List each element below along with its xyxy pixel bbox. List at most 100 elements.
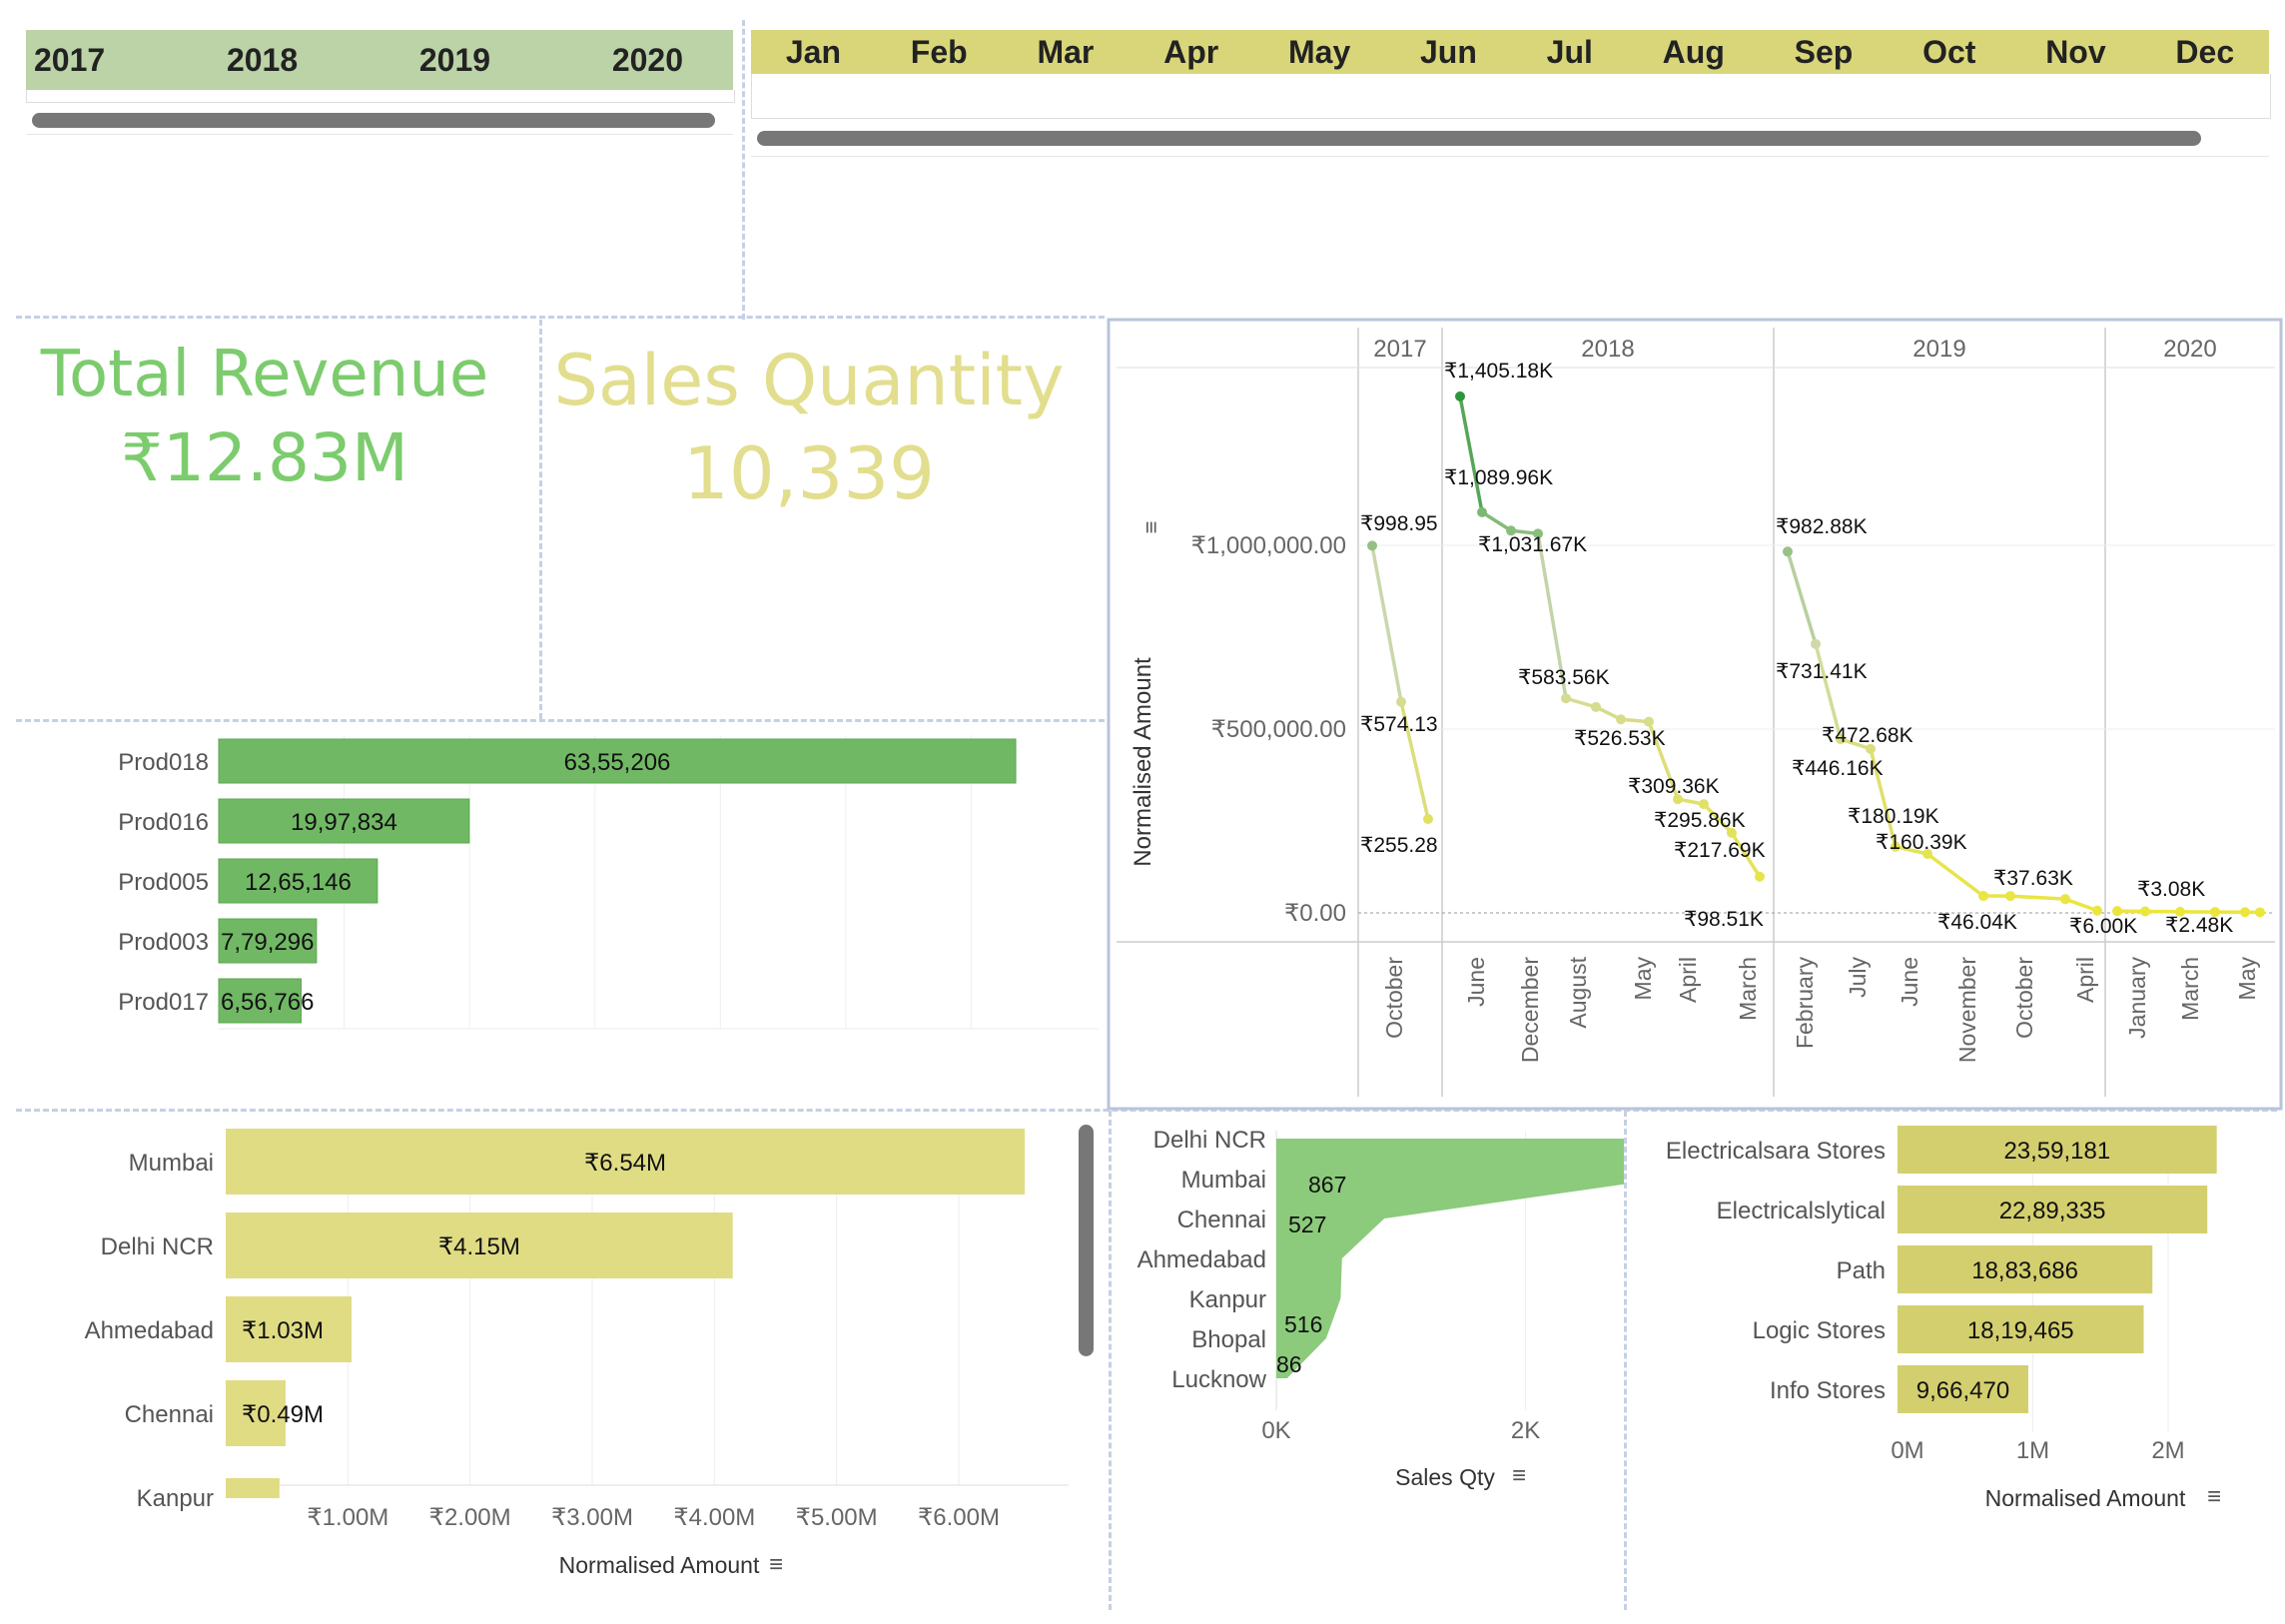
line-x-tick: May: [2234, 957, 2260, 1001]
divider-upper: [16, 316, 1105, 319]
month-option-jun[interactable]: Jun: [1420, 33, 1477, 70]
line-data-label: ₹46.04K: [1937, 911, 2017, 934]
line-point: [1727, 827, 1737, 838]
line-point: [1455, 391, 1465, 402]
divider-top: [742, 20, 745, 320]
divider-bottom-1: [1109, 1111, 1112, 1610]
product-bar: [218, 738, 1017, 784]
month-filter[interactable]: Jan Feb Mar Apr May Jun Jul Aug Sep Oct Nov Dec: [751, 30, 2269, 74]
year-option-2019[interactable]: 2019: [418, 41, 491, 78]
month-option-jul[interactable]: Jul: [1546, 33, 1593, 70]
line-year-header: 2017: [1373, 336, 1426, 363]
month-option-nov[interactable]: Nov: [2045, 33, 2106, 70]
cust-bar: [1898, 1186, 2208, 1233]
year-filter[interactable]: 2017 2018 2019 2020: [26, 30, 733, 90]
line-x-tick: January: [2124, 957, 2150, 1039]
month-option-oct[interactable]: Oct: [1922, 33, 1976, 70]
line-data-label: ₹295.86K: [1654, 809, 1746, 832]
year-filter-scrollbar[interactable]: [32, 113, 715, 128]
line-data-label: ₹1,405.18K: [1444, 360, 1553, 383]
qty-category-label: Bhopal: [1191, 1326, 1266, 1353]
qty-x-axis-title: Sales Qty: [1395, 1464, 1495, 1490]
city-x-tick: ₹2.00M: [429, 1504, 511, 1531]
line-series-segment: [1565, 696, 1597, 709]
line-data-label: ₹731.41K: [1776, 660, 1868, 683]
city-x-tick: ₹4.00M: [673, 1504, 755, 1531]
year-filter-baseline: [26, 134, 733, 135]
product-value-label: 63,55,206: [564, 749, 671, 776]
month-option-feb[interactable]: Feb: [910, 33, 968, 70]
city-value-label: ₹0.49M: [242, 1401, 324, 1428]
city-bar: [226, 1380, 286, 1446]
product-value-label: 19,97,834: [291, 809, 397, 836]
city-chart-scrollbar[interactable]: [1079, 1125, 1094, 1356]
line-point: [1755, 871, 1765, 882]
month-option-aug[interactable]: Aug: [1662, 33, 1725, 70]
cust-category-label: Logic Stores: [1753, 1317, 1886, 1344]
city-x-tick: ₹5.00M: [796, 1504, 878, 1531]
line-x-tick: March: [1735, 957, 1761, 1021]
cust-value-label: 18,83,686: [1971, 1257, 2078, 1284]
line-series-segment: [1536, 533, 1568, 699]
line-point: [1533, 528, 1543, 539]
month-option-dec[interactable]: Dec: [2175, 33, 2235, 70]
year-option-2018[interactable]: 2018: [226, 41, 299, 78]
month-option-jan[interactable]: Jan: [785, 33, 842, 70]
qty-value-label: 516: [1284, 1311, 1322, 1337]
product-bar-chart: Prod018 63,55,206 Prod016 19,97,834 Prod005 1…: [118, 735, 1099, 1030]
line-x-tick: June: [1897, 957, 1922, 1007]
cust-category-label: Electricalsara Stores: [1666, 1138, 1886, 1165]
line-y-axis-title: Normalised Amount: [1130, 657, 1156, 867]
line-point: [1367, 540, 1377, 551]
product-bar: [218, 798, 470, 844]
qty-category-label: Lucknow: [1171, 1366, 1266, 1393]
year-option-2017[interactable]: 2017: [34, 41, 106, 78]
line-series-segment: [1399, 701, 1430, 820]
month-option-mar[interactable]: Mar: [1037, 33, 1095, 70]
line-point: [1866, 743, 1876, 754]
line-series-segment: [1730, 831, 1762, 878]
line-point: [2255, 907, 2265, 918]
month-filter-scrollbar[interactable]: [757, 131, 2201, 146]
line-data-label: ₹160.39K: [1876, 831, 1967, 854]
line-x-tick: August: [1565, 956, 1591, 1028]
cust-x-tick: 2M: [2151, 1437, 2184, 1464]
line-x-tick: October: [2011, 957, 2037, 1039]
cust-value-label: 9,66,470: [1916, 1377, 2009, 1404]
line-series-segment: [2064, 897, 2098, 913]
line-point: [1477, 506, 1487, 517]
line-point: [1922, 848, 1932, 859]
city-x-tick: ₹3.00M: [551, 1504, 633, 1531]
qty-area: [1276, 1139, 1624, 1378]
qty-category-label: Chennai: [1177, 1207, 1266, 1233]
city-category-label: Kanpur: [137, 1485, 214, 1512]
cust-category-label: Info Stores: [1770, 1377, 1886, 1404]
kpi-revenue-title: Total Revenue: [40, 338, 489, 411]
qty-x-tick: 0K: [1261, 1417, 1290, 1444]
line-point: [1616, 714, 1626, 725]
month-filter-frame: [751, 74, 2271, 119]
line-point: [2210, 907, 2220, 918]
line-x-tick: July: [1845, 957, 1871, 998]
month-option-apr[interactable]: Apr: [1163, 33, 1219, 70]
year-option-2020[interactable]: 2020: [611, 41, 683, 78]
line-data-label: ₹255.28: [1360, 834, 1438, 857]
line-point: [1591, 701, 1601, 712]
line-data-label: ₹574.13: [1360, 713, 1438, 736]
line-series-segment: [1786, 550, 1818, 645]
line-point: [2140, 906, 2150, 917]
month-option-sep[interactable]: Sep: [1794, 33, 1854, 70]
city-value-label: ₹6.54M: [584, 1150, 666, 1177]
line-year-header: 2020: [2163, 336, 2216, 363]
kpi-revenue-value: ₹12.83M: [121, 419, 408, 496]
city-bar: [226, 1296, 353, 1362]
cust-category-label: Electricalslytical: [1717, 1198, 1886, 1224]
product-value-label: 12,65,146: [245, 869, 352, 896]
qty-sort-icon: ≡: [1512, 1462, 1526, 1489]
divider-kpi: [539, 320, 542, 719]
month-option-may[interactable]: May: [1287, 33, 1351, 70]
line-x-tick: October: [1381, 957, 1407, 1039]
qty-x-tick: 2K: [1511, 1417, 1540, 1444]
city-value-label: ₹4.15M: [438, 1233, 520, 1260]
line-point: [1978, 891, 1988, 902]
